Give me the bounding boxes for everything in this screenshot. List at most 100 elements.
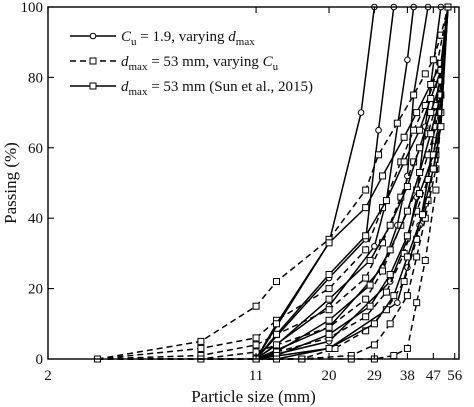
data-point	[325, 316, 333, 324]
data-point	[410, 91, 418, 99]
data-point	[325, 323, 333, 331]
data-point	[386, 246, 394, 254]
series-line	[97, 6, 449, 360]
legend-label-part: u	[131, 36, 137, 48]
data-point	[357, 109, 365, 116]
data-point	[403, 344, 411, 352]
legend-label-part: = 53 mm, varying	[147, 54, 262, 70]
legend-label-part: = 53 mm (Sun et al., 2015)	[147, 79, 313, 95]
data-point	[410, 126, 418, 134]
data-point	[416, 168, 424, 176]
data-point	[403, 207, 411, 215]
data-point	[413, 109, 421, 117]
data-point	[362, 295, 370, 303]
data-point	[437, 123, 445, 131]
data-point	[400, 133, 408, 141]
data-point	[400, 278, 408, 286]
data-point	[362, 313, 370, 321]
series-15	[252, 3, 452, 363]
data-point	[197, 337, 205, 345]
data-point	[386, 320, 394, 328]
series-line	[255, 6, 429, 360]
data-point	[429, 165, 437, 173]
data-point	[390, 351, 398, 359]
x-tick-label: 38	[400, 368, 415, 384]
data-point	[362, 204, 370, 212]
legend-swatch-marker	[89, 57, 97, 65]
series-20	[252, 3, 452, 363]
y-tick-label: 0	[36, 352, 44, 368]
data-point	[432, 186, 440, 194]
data-point	[393, 119, 401, 127]
data-point	[404, 56, 411, 64]
data-point	[370, 320, 378, 328]
data-point	[421, 70, 429, 78]
data-point	[197, 344, 205, 352]
series-line	[255, 6, 449, 360]
axes-layer	[47, 6, 460, 360]
legend-swatch-marker	[89, 82, 97, 90]
data-point	[379, 172, 387, 180]
legend-entry: dmax = 53 mm (Sun et al., 2015)	[70, 79, 313, 98]
data-point	[437, 91, 445, 99]
data-point	[421, 256, 429, 264]
data-point	[390, 292, 398, 300]
data-point	[379, 267, 387, 275]
data-point	[403, 253, 411, 261]
series-17	[252, 3, 452, 363]
legend-label-part: C	[121, 29, 132, 45]
y-tick-label: 60	[28, 141, 43, 157]
y-tick-label: 20	[28, 282, 43, 298]
series-19	[252, 3, 452, 363]
data-point	[403, 292, 411, 300]
x-tick-label: 11	[249, 368, 263, 384]
data-point	[252, 302, 260, 310]
x-axis-title: Particle size (mm)	[191, 387, 316, 406]
plot-frame	[47, 6, 460, 360]
series-line	[97, 6, 449, 360]
legend-label-part: d	[121, 54, 129, 70]
data-point	[272, 320, 280, 328]
series-6	[252, 3, 452, 363]
x-tick-label: 56	[447, 368, 463, 384]
legend-entry: Cu = 1.9, varying dmax	[70, 29, 255, 48]
data-point	[325, 271, 333, 279]
data-point	[272, 330, 280, 338]
data-point	[362, 246, 370, 254]
legend-label-part: u	[273, 61, 279, 73]
series-line	[255, 6, 449, 360]
x-tick-label: 20	[322, 368, 337, 384]
data-point	[325, 344, 333, 352]
series-line	[255, 6, 376, 360]
data-point	[413, 253, 421, 261]
data-point	[272, 341, 280, 349]
data-point	[366, 302, 374, 310]
data-point	[416, 190, 424, 198]
series-line	[256, 6, 449, 360]
series-line	[97, 6, 449, 360]
data-point	[400, 158, 408, 166]
data-point	[325, 330, 333, 338]
data-point	[366, 281, 374, 289]
x-tick-label: 29	[367, 368, 382, 384]
data-point	[362, 232, 370, 240]
data-point	[252, 334, 260, 342]
data-point	[382, 288, 390, 296]
data-point	[371, 243, 378, 250]
legend-label-part: C	[263, 54, 274, 70]
series-line	[255, 6, 449, 360]
data-point	[394, 299, 401, 306]
series-line	[255, 6, 449, 360]
series-line	[255, 6, 449, 360]
legend-label-part: = 1.9, varying	[137, 29, 229, 45]
data-point	[427, 130, 435, 138]
data-point	[427, 95, 435, 103]
series-16	[252, 3, 452, 363]
y-tick-label: 40	[28, 211, 43, 227]
data-point	[325, 239, 333, 247]
data-point	[403, 232, 411, 240]
data-point	[366, 256, 374, 264]
data-point	[375, 151, 383, 159]
